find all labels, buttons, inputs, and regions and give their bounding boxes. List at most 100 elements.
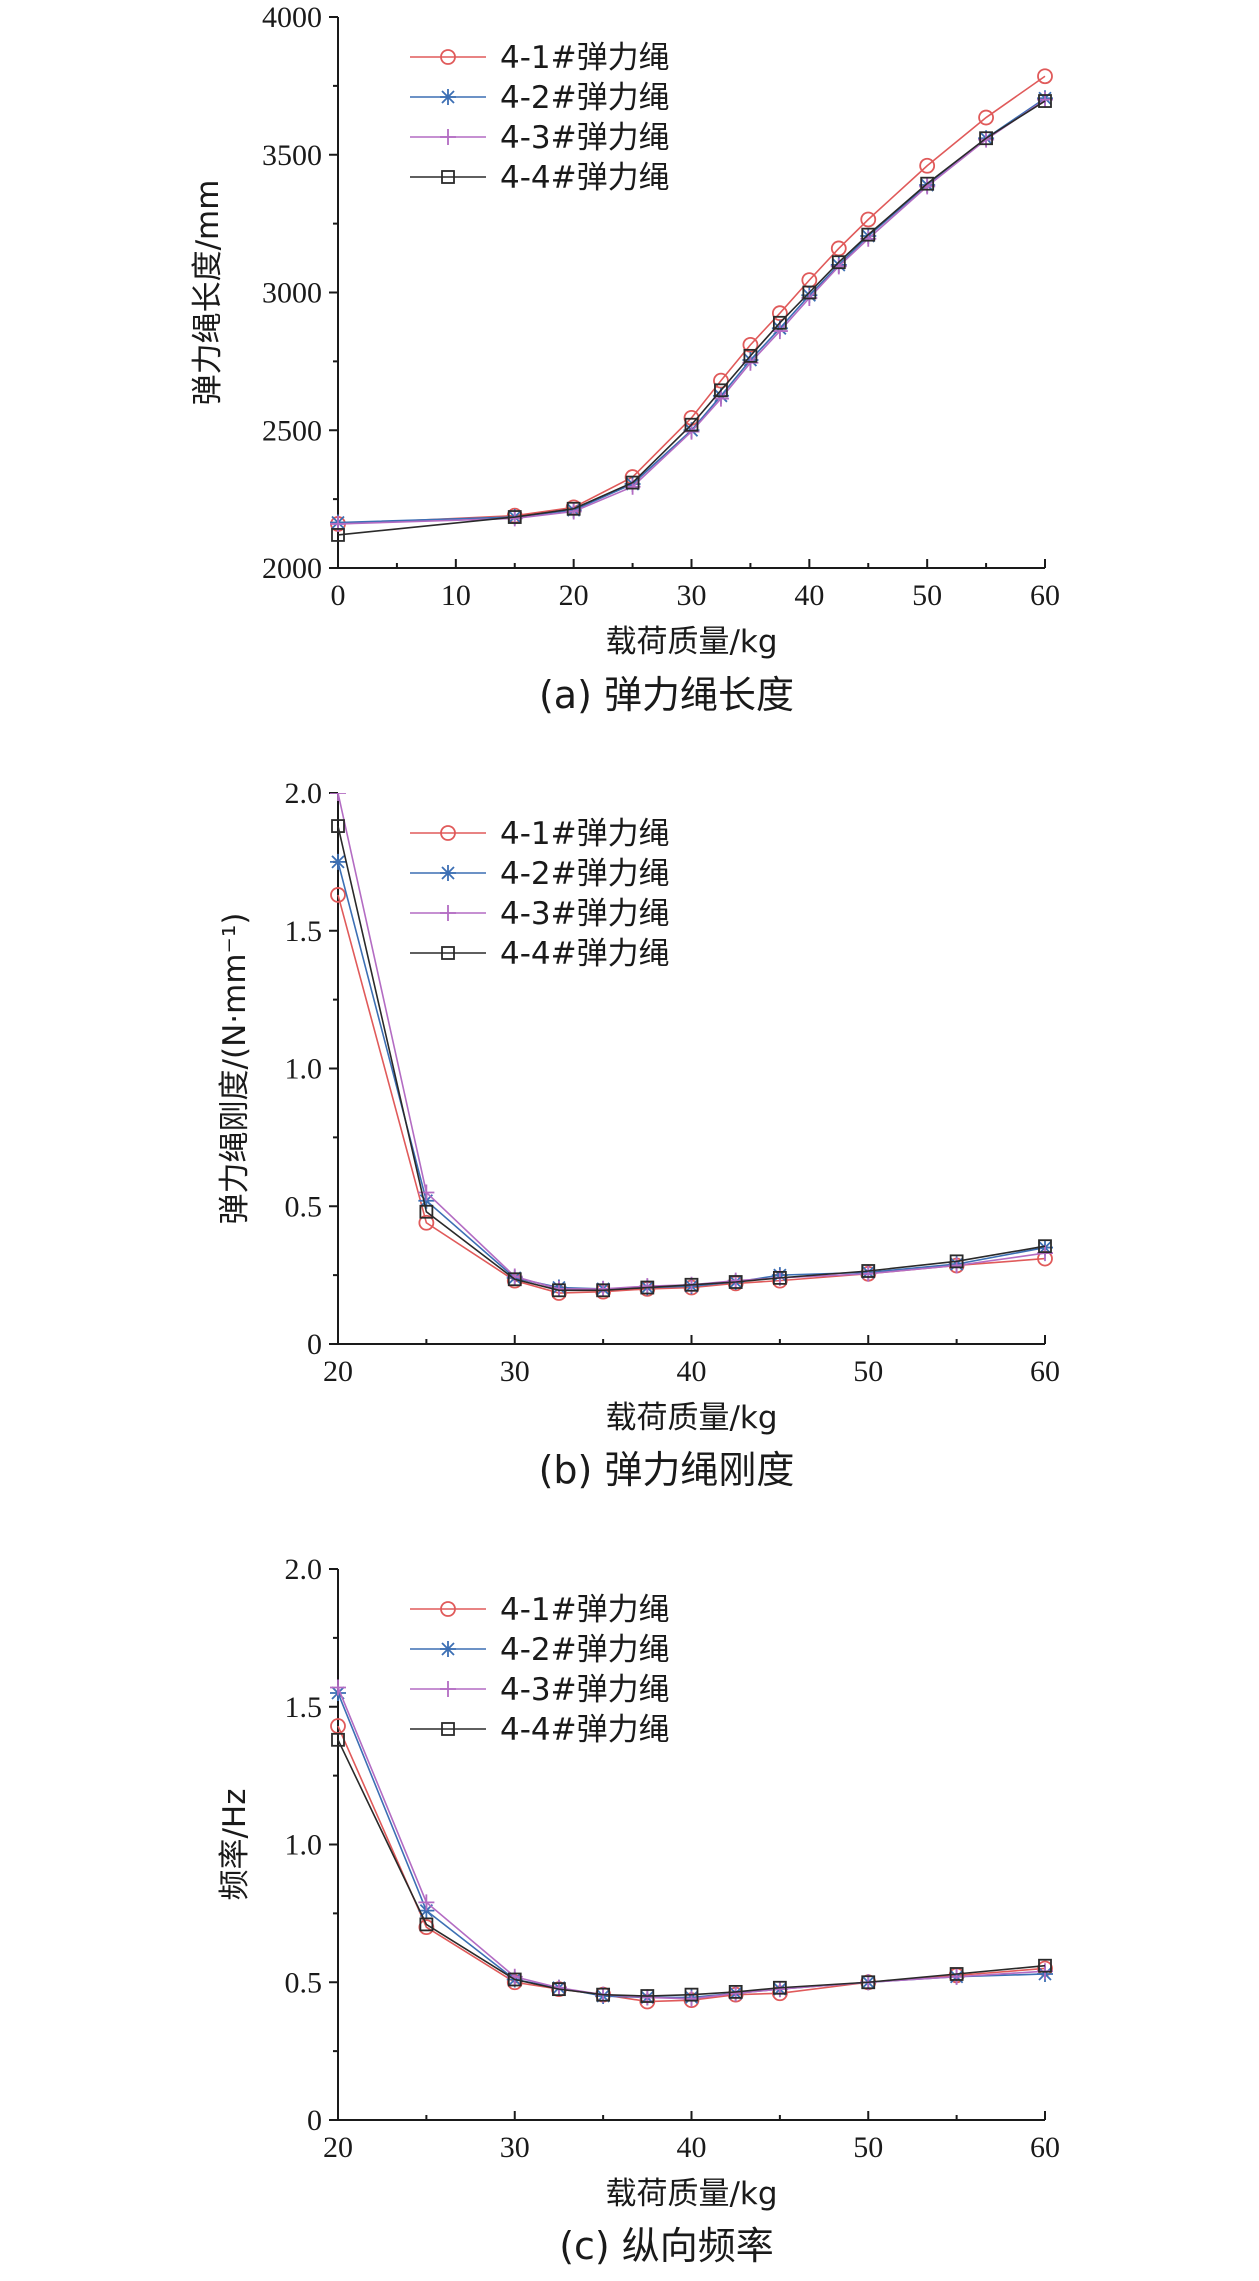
data-point [1038,1958,1052,1973]
data-point [419,1204,434,1219]
y-tick-label: 0.5 [285,1966,323,1999]
chart-a: 0 10 20 30 40 50 60 2000 2500 3000 3500 4000 载荷质量/kg… [190,1,1060,717]
legend-label: 4-1#弹力绳 [500,40,670,76]
series-2 [330,1684,1053,2006]
legend-label: 4-2#弹力绳 [500,856,670,892]
legend-marker [440,905,456,921]
data-point [418,1184,435,1201]
y-tick-label: 0 [307,1328,322,1361]
data-point [330,1679,346,1696]
data-point [418,1902,435,1919]
series-1 [330,68,1053,532]
data-point [949,1967,964,1981]
legend-marker [440,865,456,881]
series-line [337,1725,1046,2003]
series-line [337,894,1046,1294]
data-point [640,1280,655,1295]
data-point [331,1732,345,1747]
legend-label: 4-2#弹力绳 [500,1632,670,1668]
data-point [418,1919,435,1936]
legend-marker [440,49,456,65]
y-tick-label: 2.0 [285,777,323,810]
x-tick-label: 20 [323,1355,353,1388]
data-point [331,819,345,833]
x-tick-label: 40 [794,579,824,612]
series-2 [330,90,1053,531]
y-tick-label: 4000 [262,1,322,34]
y-axis-title: 频率/Hz [217,1788,253,1900]
series-line [337,1739,1046,1997]
legend: 4-1#弹力绳 4-2#弹力绳 4-3#弹力绳 4-4#弹力绳 [410,816,670,972]
y-axis-title: 弹力绳刚度/(N·mm⁻¹) [217,913,253,1225]
data-point [771,323,788,340]
data-point [566,501,581,516]
chart-c: 20 30 40 50 60 0 0.5 1.0 1.5 2.0 载荷质量/kg 频率/Hz 4-1#弹… [217,1553,1060,2268]
data-point [772,1270,787,1285]
legend-marker [440,825,456,841]
data-point [330,853,346,870]
data-point [979,131,993,146]
data-point [418,1214,435,1231]
legend-label: 4-1#弹力绳 [500,1592,670,1628]
legend-label: 4-4#弹力绳 [500,160,670,196]
y-tick-label: 1.0 [285,1829,323,1862]
x-tick-label: 50 [912,579,942,612]
legend-marker [440,1601,456,1617]
series-1 [330,887,1053,1301]
data-point [640,1989,655,2003]
x-axis-title: 载荷质量/kg [605,2176,777,2212]
legend-label: 4-1#弹力绳 [500,816,670,852]
x-tick-label: 60 [1030,579,1060,612]
data-point [713,372,729,389]
x-tick-label: 50 [853,2131,883,2164]
legend-marker [441,170,455,184]
data-point [860,211,877,228]
data-point [507,1272,522,1287]
x-axis-title: 载荷质量/kg [605,1400,777,1436]
data-point [978,109,994,126]
legend-marker [440,89,456,105]
series-3 [330,91,1053,532]
data-point [330,887,346,903]
data-point [831,255,846,270]
legend: 4-1#弹力绳 4-2#弹力绳 4-3#弹力绳 4-4#弹力绳 [410,40,670,196]
series-line [337,1692,1046,1999]
series-4 [331,94,1052,542]
y-axis-title: 弹力绳长度/mm [190,180,226,406]
data-point [684,1987,699,2002]
data-point [331,528,345,542]
data-point [552,1283,566,1298]
data-point [920,176,935,191]
legend-marker [441,946,455,960]
x-tick-label: 20 [323,2131,353,2164]
series-line [337,97,1046,524]
chart-caption: (c) 纵向频率 [559,2224,774,2268]
series-4 [331,819,1052,1298]
data-point [861,1975,876,1990]
data-point [1037,68,1053,85]
x-tick-label: 40 [677,1355,707,1388]
x-tick-label: 60 [1030,1355,1060,1388]
chart-caption: (a) 弹力绳长度 [539,673,794,717]
legend-marker [440,129,456,145]
chart-caption: (b) 弹力绳刚度 [539,1448,795,1492]
series-4 [331,1732,1052,2003]
data-point [771,305,788,322]
data-point [330,793,346,801]
data-point [507,1972,522,1987]
data-point [714,383,728,398]
data-point [919,157,936,174]
data-point [596,1283,611,1298]
series-line [337,75,1046,525]
legend-label: 4-2#弹力绳 [500,80,670,116]
x-tick-label: 30 [677,579,707,612]
series-line [337,825,1046,1292]
series-line [337,98,1046,525]
legend-marker [441,1722,455,1736]
data-point [712,390,729,407]
y-tick-label: 1.0 [285,1053,323,1086]
y-tick-label: 0.5 [285,1190,323,1223]
data-point [861,1264,876,1278]
